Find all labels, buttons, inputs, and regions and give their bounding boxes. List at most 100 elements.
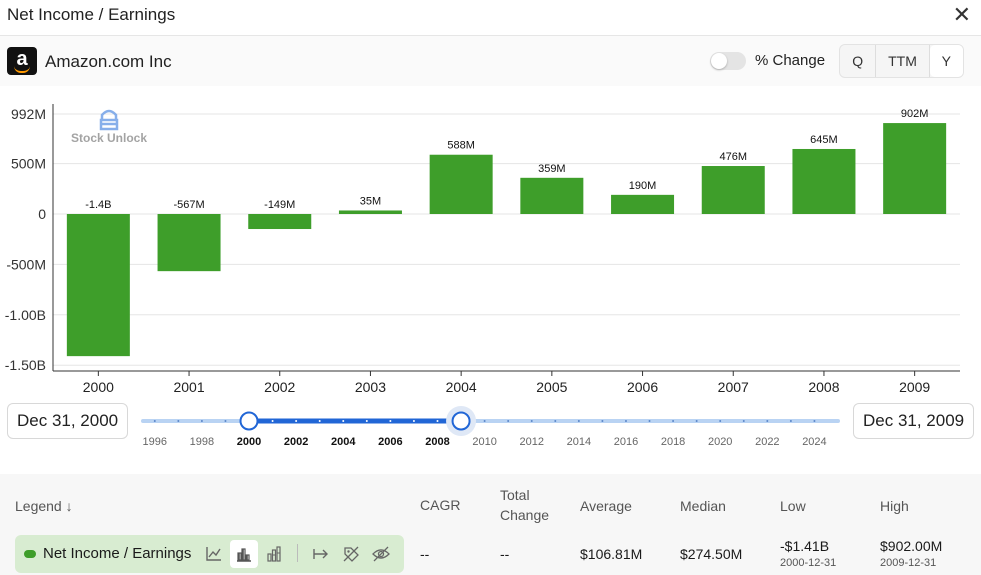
company-row: a Amazon.com Inc % Change Q TTM Y xyxy=(0,36,981,86)
series-name: Net Income / Earnings xyxy=(43,545,192,562)
slider-tick-dot xyxy=(436,420,439,422)
bar-2006 xyxy=(611,194,675,214)
icon-divider xyxy=(297,544,298,562)
high-date: 2009-12-31 xyxy=(880,557,937,569)
y-tick-label: 0 xyxy=(38,206,46,222)
slider-tick-dot xyxy=(742,420,745,422)
slider-tick-dot xyxy=(624,420,627,422)
slider-tick-label: 2004 xyxy=(331,436,356,448)
high-header: High xyxy=(880,498,909,514)
watermark-lock-icon xyxy=(99,109,119,131)
slider-tick-dot xyxy=(295,420,298,422)
x-tick-label: 2008 xyxy=(808,379,839,395)
slider-tick-dot xyxy=(577,420,580,422)
bar-2001 xyxy=(157,214,221,272)
slider-tick-dot xyxy=(200,420,203,422)
slider-tick-label: 1998 xyxy=(190,436,214,448)
median-value: $274.50M xyxy=(680,546,743,562)
slider-tick-label: 2008 xyxy=(425,436,449,448)
tag-off-icon[interactable] xyxy=(341,544,361,564)
company-name: Amazon.com Inc xyxy=(45,52,172,71)
slider-tick-dot xyxy=(483,420,486,422)
cagr-value: -- xyxy=(420,546,430,562)
x-tick-label: 2000 xyxy=(83,379,114,395)
bar-2004 xyxy=(429,154,493,214)
slider-tick-dot xyxy=(554,420,557,422)
period-q-button[interactable]: Q xyxy=(840,45,877,77)
bar-2007 xyxy=(701,166,765,214)
close-icon[interactable]: ✕ xyxy=(952,2,971,27)
stacked-bar-icon[interactable] xyxy=(264,544,284,564)
y-tick-label: -1.00B xyxy=(5,307,46,323)
slider-tick-dot xyxy=(365,420,368,422)
data-label: 588M xyxy=(447,140,475,152)
slider-tick-label: 2002 xyxy=(284,436,308,448)
cagr-header: CAGR xyxy=(420,497,461,513)
period-y-button[interactable]: Y xyxy=(929,45,964,77)
slider-tick-dot xyxy=(766,420,769,422)
eye-off-icon[interactable] xyxy=(371,544,391,564)
data-label: 645M xyxy=(810,134,838,146)
arrow-down-icon: ↓ xyxy=(65,498,73,514)
period-ttm-button[interactable]: TTM xyxy=(876,45,930,77)
end-date-field[interactable]: Dec 31, 2009 xyxy=(853,403,975,439)
slider-tick-dot xyxy=(153,420,156,422)
x-tick-label: 2004 xyxy=(446,379,477,395)
slider-tick-dot xyxy=(271,420,274,422)
slider-tick-dot xyxy=(601,420,604,422)
y-tick-label: 992M xyxy=(11,106,46,122)
percent-change-label: % Change xyxy=(755,52,826,69)
data-label: -567M xyxy=(173,199,204,211)
data-label: 476M xyxy=(719,151,747,163)
series-row[interactable] xyxy=(15,535,404,573)
page-title: Net Income / Earnings xyxy=(7,5,176,24)
slider-tick-label: 2020 xyxy=(708,436,732,448)
data-label: -1.4B xyxy=(85,199,111,211)
low-value: -$1.41B xyxy=(780,538,830,554)
slider-tick-dot xyxy=(177,420,180,422)
slider-tick-dot xyxy=(318,420,321,422)
slider-end-handle[interactable] xyxy=(451,411,471,431)
percent-change-toggle[interactable] xyxy=(710,52,746,70)
x-tick-label: 2003 xyxy=(355,379,386,395)
x-tick-label: 2001 xyxy=(173,379,204,395)
bar-2000 xyxy=(66,214,130,357)
slider-start-handle[interactable] xyxy=(239,411,259,431)
data-label: 190M xyxy=(629,180,657,192)
bar-2009 xyxy=(883,123,947,214)
slider-tick-label: 2000 xyxy=(237,436,261,448)
y-tick-label: 500M xyxy=(11,156,46,172)
bar-2008 xyxy=(792,148,856,214)
line-chart-icon[interactable] xyxy=(204,544,224,564)
total-change-header: Total Change xyxy=(500,487,550,523)
watermark: Stock Unlock xyxy=(71,109,147,145)
x-tick-label: 2005 xyxy=(536,379,567,395)
arrow-right-bar-icon[interactable] xyxy=(311,544,331,564)
slider-tick-label: 2024 xyxy=(802,436,826,448)
slider-tick-label: 2014 xyxy=(567,436,591,448)
bar-chart-icon[interactable] xyxy=(230,540,258,568)
high-value: $902.00M xyxy=(880,538,943,554)
start-date-field[interactable]: Dec 31, 2000 xyxy=(7,403,129,439)
legend-header[interactable]: Legend ↓ xyxy=(15,498,73,514)
low-date: 2000-12-31 xyxy=(780,557,837,569)
average-value: $106.81M xyxy=(580,546,643,562)
bar-chart: 992M 500M 0 -500M -1.00B -1.50B -1.4B 2000 -567M… xyxy=(5,104,960,448)
watermark-text: Stock Unlock xyxy=(71,131,147,145)
average-header: Average xyxy=(580,498,632,514)
median-header: Median xyxy=(680,498,726,514)
total-change-value: -- xyxy=(500,546,510,562)
slider-tick-dot xyxy=(719,420,722,422)
slider-tick-dot xyxy=(224,420,227,422)
y-tick-label: -500M xyxy=(6,256,46,272)
data-label: -149M xyxy=(264,199,295,211)
x-tick-label: 2007 xyxy=(718,379,749,395)
slider-tick-label: 2012 xyxy=(519,436,543,448)
period-selector: Q TTM Y xyxy=(839,44,964,78)
slider-tick-dot xyxy=(530,420,533,422)
low-header: Low xyxy=(780,498,806,514)
slider-tick-dot xyxy=(813,420,816,422)
data-label: 35M xyxy=(360,195,381,207)
slider-tick-label: 2016 xyxy=(614,436,638,448)
slider-tick-dot xyxy=(789,420,792,422)
